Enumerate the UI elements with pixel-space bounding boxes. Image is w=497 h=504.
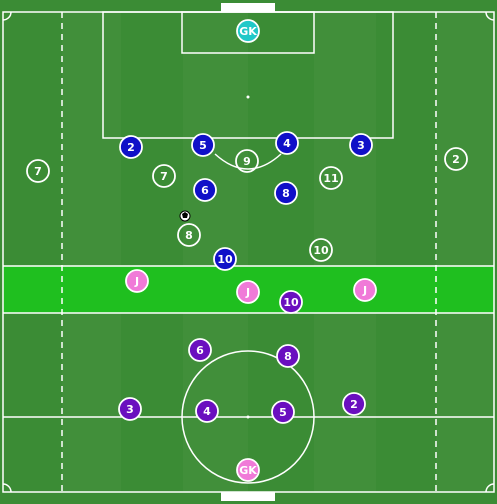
purple-player-token: 10: [279, 290, 303, 314]
grass-stripe: [314, 12, 376, 492]
token-circle: [319, 166, 343, 190]
token-circle: [118, 397, 142, 421]
token-circle: [275, 131, 299, 155]
white-player-token: 8: [177, 223, 201, 247]
token-label: 11: [323, 172, 338, 185]
token-label: 8: [185, 229, 193, 242]
token-label: GK: [239, 464, 257, 477]
token-circle: [213, 247, 237, 271]
token-label: 10: [313, 244, 329, 257]
token-label: 6: [201, 184, 209, 197]
token-circle: [235, 149, 259, 173]
token-circle: [177, 223, 201, 247]
white-player-token: 7: [152, 164, 176, 188]
purple-player-token: 5: [271, 400, 295, 424]
token-label: J: [362, 284, 367, 297]
blue-player-token: 6: [193, 178, 217, 202]
joker-token: J: [236, 280, 260, 304]
token-circle: [26, 159, 50, 183]
token-label: 5: [279, 406, 287, 419]
corner-arc-bottom-right: [485, 483, 495, 493]
corner-arc-bottom-left: [2, 483, 12, 493]
center-circle: [181, 350, 315, 484]
corner-arc-top-right: [485, 11, 495, 21]
penalty-spot: [246, 95, 250, 99]
token-circle: [125, 269, 149, 293]
token-label: GK: [239, 25, 257, 38]
grass-stripe: [62, 12, 121, 492]
token-circle: [236, 458, 260, 482]
corner-arc-top-left: [2, 11, 12, 21]
token-label: 10: [283, 296, 299, 309]
purple-player-token: 2: [342, 392, 366, 416]
token-circle: [276, 344, 300, 368]
football-icon: [179, 210, 191, 222]
purple-player-token: 3: [118, 397, 142, 421]
token-label: 2: [350, 398, 358, 411]
token-circle: [349, 133, 373, 157]
token-circle: [191, 133, 215, 157]
token-label: 7: [34, 165, 42, 178]
token-circle: [444, 147, 468, 171]
blue-player-token: 5: [191, 133, 215, 157]
grass-stripes: [62, 12, 494, 492]
goalkeeper-token: GK: [236, 19, 260, 43]
token-label: 8: [282, 187, 290, 200]
token-label: 6: [196, 344, 204, 357]
token-circle: [195, 399, 219, 423]
blue-player-token: 10: [213, 247, 237, 271]
token-label: 2: [127, 141, 135, 154]
token-label: 4: [283, 137, 291, 150]
purple-player-token: 4: [195, 399, 219, 423]
joker-token: J: [353, 278, 377, 302]
blue-player-token: 3: [349, 133, 373, 157]
players-layer: GK GK 2 5 4 3 6 8 10 7 9 2 7 11 8 10 10 6 8 3 4 5 2 J J J: [26, 19, 468, 482]
token-circle: [188, 338, 212, 362]
token-circle: [279, 290, 303, 314]
token-circle: [353, 278, 377, 302]
token-label: 3: [357, 139, 365, 152]
token-label: 4: [203, 405, 211, 418]
purple-player-token: 6: [188, 338, 212, 362]
token-circle: [119, 135, 143, 159]
token-label: 5: [199, 139, 207, 152]
blue-player-token: 8: [274, 181, 298, 205]
token-label: 7: [160, 170, 168, 183]
token-circle: [152, 164, 176, 188]
penalty-arc: [214, 153, 282, 170]
token-circle: [236, 19, 260, 43]
white-player-token: 11: [319, 166, 343, 190]
token-label: 2: [452, 153, 460, 166]
token-circle: [271, 400, 295, 424]
token-circle: [236, 280, 260, 304]
token-label: J: [134, 275, 139, 288]
token-label: 8: [284, 350, 292, 363]
token-circle: [342, 392, 366, 416]
white-player-token: 9: [235, 149, 259, 173]
token-circle: [274, 181, 298, 205]
token-label: 3: [126, 403, 134, 416]
token-label: 9: [243, 155, 251, 168]
white-player-token: 2: [444, 147, 468, 171]
token-label: J: [245, 286, 250, 299]
goal-bottom: [221, 492, 275, 501]
white-player-token: 10: [309, 238, 333, 262]
goal-top: [221, 3, 275, 12]
goalkeeper-token: GK: [236, 458, 260, 482]
token-label: 10: [217, 253, 233, 266]
token-circle: [309, 238, 333, 262]
joker-token: J: [125, 269, 149, 293]
token-circle: [193, 178, 217, 202]
blue-player-token: 4: [275, 131, 299, 155]
grass-stripe: [436, 12, 494, 492]
purple-player-token: 8: [276, 344, 300, 368]
white-player-token: 7: [26, 159, 50, 183]
center-spot: [246, 415, 250, 419]
blue-player-token: 2: [119, 135, 143, 159]
